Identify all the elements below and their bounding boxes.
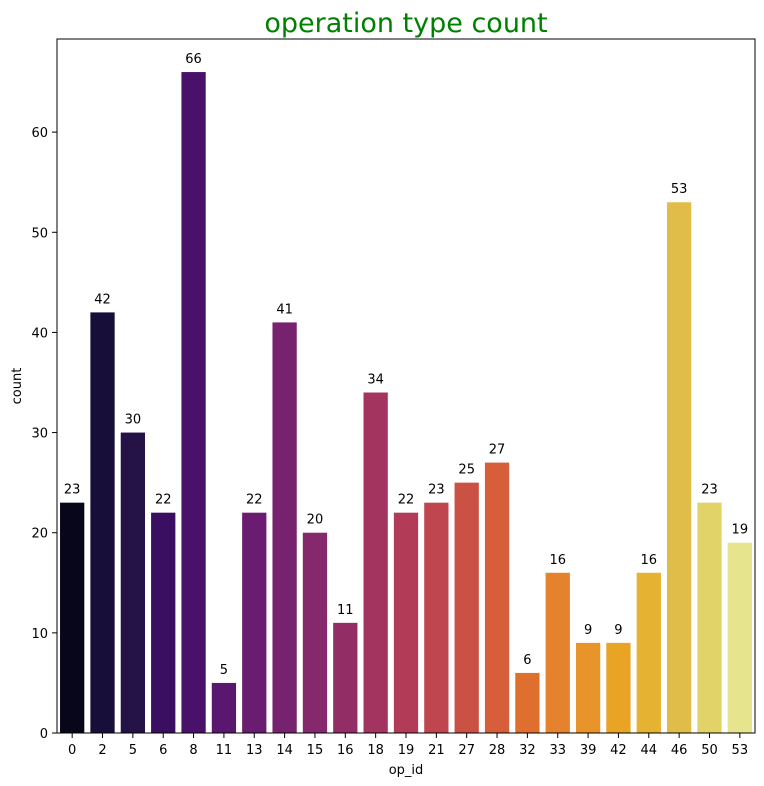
data-label-16: 11 xyxy=(337,603,354,618)
x-tick-label-6: 6 xyxy=(159,743,167,758)
data-label-6: 22 xyxy=(155,493,172,508)
bar-16 xyxy=(333,622,358,733)
data-label-50: 23 xyxy=(701,483,718,498)
bar-53 xyxy=(727,542,752,733)
x-tick-label-8: 8 xyxy=(189,743,197,758)
bar-27 xyxy=(454,482,479,733)
data-label-39: 9 xyxy=(584,623,592,638)
bar-19 xyxy=(393,512,419,733)
x-tick-label-19: 19 xyxy=(398,743,415,758)
data-label-11: 5 xyxy=(220,663,228,678)
bar-44 xyxy=(636,572,661,733)
x-tick-label-21: 21 xyxy=(428,743,445,758)
x-tick-label-18: 18 xyxy=(367,743,384,758)
data-labels-group: 23 42 30 22 66 5 22 41 20 11 34 22 23 25 27 6 16 9 9 16 53 23… xyxy=(64,52,748,678)
bar-14 xyxy=(272,322,297,733)
chart-title: operation type count xyxy=(264,8,547,39)
bar-15 xyxy=(302,532,328,733)
x-tick-label-39: 39 xyxy=(580,743,597,758)
bar-6 xyxy=(151,512,176,733)
data-label-44: 16 xyxy=(641,553,658,568)
data-label-46: 53 xyxy=(671,182,688,197)
data-label-27: 25 xyxy=(458,463,475,478)
x-tick-label-2: 2 xyxy=(98,743,106,758)
bar-39 xyxy=(575,642,601,733)
x-tick-label-13: 13 xyxy=(246,743,263,758)
bar-42 xyxy=(606,642,631,733)
bar-32 xyxy=(515,672,540,733)
x-tick-label-11: 11 xyxy=(216,743,233,758)
bar-28 xyxy=(484,462,510,733)
data-label-21: 23 xyxy=(428,483,445,498)
x-tick-label-14: 14 xyxy=(276,743,293,758)
data-label-28: 27 xyxy=(489,443,506,458)
y-axis-title: count xyxy=(10,368,25,405)
x-tick-label-53: 53 xyxy=(732,743,749,758)
data-label-15: 20 xyxy=(307,513,324,528)
y-tick-label-20: 20 xyxy=(31,527,48,542)
bar-50 xyxy=(697,502,722,733)
data-label-8: 66 xyxy=(185,52,202,67)
data-label-42: 9 xyxy=(614,623,622,638)
x-tick-label-44: 44 xyxy=(641,743,658,758)
y-tick-label-10: 10 xyxy=(31,627,48,642)
bar-5 xyxy=(120,432,146,733)
y-tick-label-40: 40 xyxy=(31,326,48,341)
y-tick-label-60: 60 xyxy=(31,126,48,141)
x-tick-label-5: 5 xyxy=(129,743,137,758)
data-label-53: 19 xyxy=(732,523,749,538)
bar-2 xyxy=(90,312,115,733)
data-label-13: 22 xyxy=(246,493,263,508)
data-label-14: 41 xyxy=(276,302,293,317)
data-label-33: 16 xyxy=(549,553,566,568)
bars-group xyxy=(60,72,752,734)
x-tick-label-28: 28 xyxy=(489,743,506,758)
data-label-19: 22 xyxy=(398,493,415,508)
x-tick-label-32: 32 xyxy=(519,743,536,758)
plot-frame xyxy=(56,38,756,734)
data-label-5: 30 xyxy=(125,413,142,428)
data-label-18: 34 xyxy=(367,373,384,388)
x-tick-label-33: 33 xyxy=(549,743,566,758)
bar-8 xyxy=(181,72,206,734)
data-label-2: 42 xyxy=(94,292,111,307)
bar-13 xyxy=(242,512,267,733)
y-tick-label-30: 30 xyxy=(31,427,48,442)
x-tick-label-42: 42 xyxy=(610,743,627,758)
x-tick-label-27: 27 xyxy=(458,743,475,758)
x-tick-label-46: 46 xyxy=(671,743,688,758)
bar-33 xyxy=(545,572,570,733)
bar-18 xyxy=(363,392,388,733)
x-tick-label-15: 15 xyxy=(307,743,324,758)
data-label-0: 23 xyxy=(64,483,81,498)
bar-21 xyxy=(424,502,449,733)
y-axis-ticks: 0 10 20 30 40 50 60 xyxy=(31,126,57,742)
x-tick-label-0: 0 xyxy=(68,743,76,758)
y-tick-label-0: 0 xyxy=(40,727,48,742)
y-tick-label-50: 50 xyxy=(31,226,48,241)
x-tick-label-16: 16 xyxy=(337,743,354,758)
x-tick-label-50: 50 xyxy=(701,743,718,758)
bar-46 xyxy=(666,202,692,733)
bar-0 xyxy=(60,502,85,733)
x-axis-title: op_id xyxy=(389,763,424,778)
bar-11 xyxy=(211,682,237,733)
data-label-32: 6 xyxy=(523,653,531,668)
x-axis-ticks: 0 2 5 6 8 11 13 14 15 16 18 19 21 27 28 32 33 39 42 44 46 50 5… xyxy=(68,733,748,758)
